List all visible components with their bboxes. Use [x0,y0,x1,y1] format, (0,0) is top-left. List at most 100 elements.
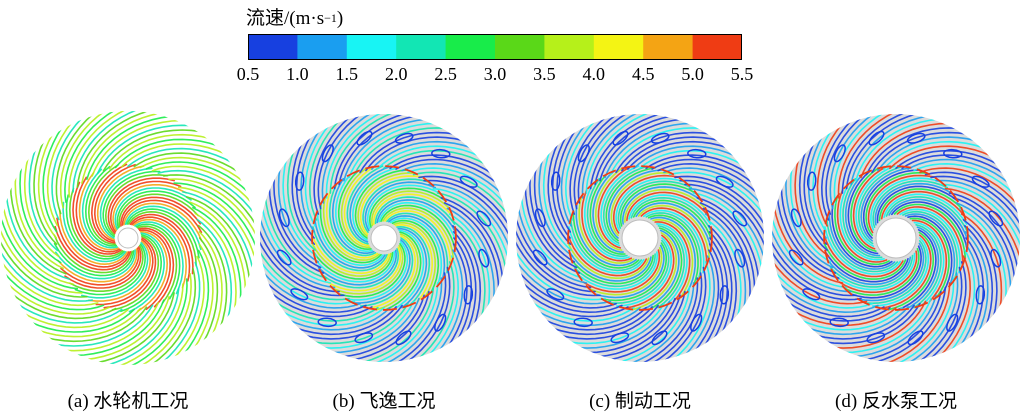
colorbar-tick-label: 4.0 [582,64,606,84]
outer-streamline [807,306,909,336]
outer-streamline [407,167,507,205]
outer-streamline [182,249,210,356]
outer-streamline [5,194,71,280]
inner-streamline [334,173,374,253]
outer-streamline [373,282,439,362]
inner-streamline [132,218,188,289]
outer-streamline [604,122,693,179]
inner-streamline [652,219,694,299]
outer-streamline [517,271,617,309]
vortex-loop [975,285,986,305]
outer-streamline [384,277,443,362]
inner-streamline [393,229,425,311]
inner-streamline [121,199,203,234]
inner-streamline [624,188,707,223]
outer-streamline [633,145,737,170]
outer-streamline [432,187,508,260]
outer-streamline [542,149,572,251]
colorbar-segment [445,34,496,60]
outer-streamline [952,197,1016,281]
inner-streamline [904,213,956,288]
outer-streamline [261,271,361,309]
inner-streamline [602,165,648,244]
inner-streamline [896,229,937,311]
colorbar-segment [396,34,446,60]
hub [621,219,659,257]
inner-streamline [135,223,181,300]
outer-streamline [772,260,868,305]
outer-streamline [139,273,192,365]
outer-streamline [37,132,58,239]
outer-streamline [260,227,340,293]
outer-streamline [28,146,59,252]
vortex-loop [431,148,451,159]
inner-streamline [314,250,395,283]
inner-streamline [649,227,683,311]
outer-streamline [803,141,828,245]
vortex-loop [719,285,730,305]
outer-streamline [194,212,237,312]
inner-streamline [118,193,199,228]
inner-streamline [833,252,916,291]
outer-streamline [133,152,240,174]
outer-streamline [14,173,64,270]
inner-streamline [312,251,394,280]
inner-streamline [389,217,443,288]
vortex-loop [534,208,546,228]
inner-streamline [850,167,879,252]
vortex-loop [788,249,804,266]
outer-streamline [447,243,468,348]
inner-streamline [81,242,149,299]
inner-streamline [824,226,901,275]
inner-streamline [364,181,437,232]
inner-streamline [137,227,175,308]
inner-streamline [382,207,455,259]
inner-streamline [823,242,907,280]
inner-streamline [362,178,430,233]
outer-streamline [76,111,150,189]
outer-streamline [343,118,427,182]
inner-streamline [124,205,202,251]
inner-streamline [860,166,912,242]
outer-streamline [524,185,581,274]
inner-streamline [359,237,414,307]
outer-streamline [929,261,967,361]
outer-streamline [577,300,671,349]
colorbar-segment [593,34,644,60]
inner-streamline [575,202,637,267]
inner-streamline [911,219,948,303]
colorbar-tick-label: 0.5 [236,64,260,84]
outer-streamline [924,171,1020,216]
outer-streamline [280,307,385,327]
outer-streamline [389,154,494,175]
outer-streamline [287,306,391,331]
inner-streamline [570,254,654,285]
outer-streamline [108,133,211,170]
outer-streamline [452,231,477,335]
inner-streamline [896,206,964,266]
inner-streamline [568,251,652,282]
outer-streamline [383,149,488,169]
inner-streamline [352,239,411,304]
inner-streamline [65,194,125,260]
outer-streamline [274,301,379,322]
interface-ring [823,165,969,311]
outer-streamline [696,197,760,281]
inner-streamline [374,196,456,225]
outer-streamline [362,286,435,362]
outer-streamline [436,192,507,271]
inner-streamline [605,166,656,242]
flow-panel-2 [260,114,508,362]
inner-streamline [322,195,380,261]
vortex-loop [946,313,959,332]
outer-streamline [42,126,64,233]
outer-streamline [772,227,852,293]
inner-streamline [95,238,154,306]
outer-streamline [19,164,62,264]
outer-streamline [260,260,356,305]
outer-streamline [589,114,662,190]
inner-streamline [102,170,161,238]
outer-streamline [197,224,228,330]
outer-streamline [81,112,161,184]
inner-streamline [368,235,417,310]
